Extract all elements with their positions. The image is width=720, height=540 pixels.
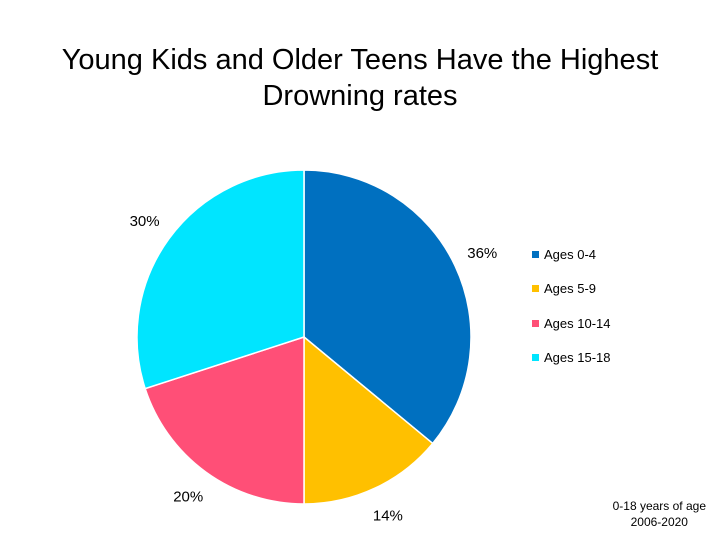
legend-label: Ages 0-4 bbox=[544, 246, 597, 262]
legend-label: Ages 5-9 bbox=[544, 281, 597, 296]
data-label-ages-0-4: 36% bbox=[467, 245, 497, 262]
legend-swatch bbox=[532, 354, 539, 361]
data-label-ages-15-18: 30% bbox=[130, 213, 160, 230]
legend-label: Ages 10-14 bbox=[544, 315, 611, 331]
data-label-ages-10-14: 20% bbox=[173, 488, 203, 505]
footnote: 0-18 years of age 2006-2020 bbox=[613, 498, 706, 530]
legend-item-ages-0-4: Ages 0-4 bbox=[532, 244, 611, 264]
legend-item-ages-5-9: Ages 5-9 bbox=[532, 279, 611, 299]
legend-item-ages-15-18: Ages 15-18 bbox=[532, 348, 611, 368]
pie-slice-ages-15-18 bbox=[136, 169, 305, 390]
pie-slice-ages-10-14 bbox=[144, 335, 305, 505]
legend-swatch bbox=[532, 250, 539, 258]
data-label-ages-5-9: 14% bbox=[373, 507, 403, 524]
chart-legend: Ages 0-4 Ages 5-9 Ages 10-14 Ages 15-18 bbox=[532, 244, 611, 382]
chart-title: Young Kids and Older Teens Have the High… bbox=[61, 44, 659, 112]
footnote-age-range: 0-18 years of age bbox=[612, 499, 706, 513]
legend-item-ages-10-14: Ages 10-14 bbox=[532, 313, 611, 333]
pie-slice-ages-5-9 bbox=[303, 335, 434, 505]
footnote-years: 2006-2020 bbox=[630, 515, 688, 529]
legend-swatch bbox=[532, 319, 539, 327]
legend-swatch bbox=[532, 285, 539, 292]
legend-label: Ages 15-18 bbox=[544, 350, 611, 365]
pie-slice-ages-0-4 bbox=[303, 169, 472, 445]
